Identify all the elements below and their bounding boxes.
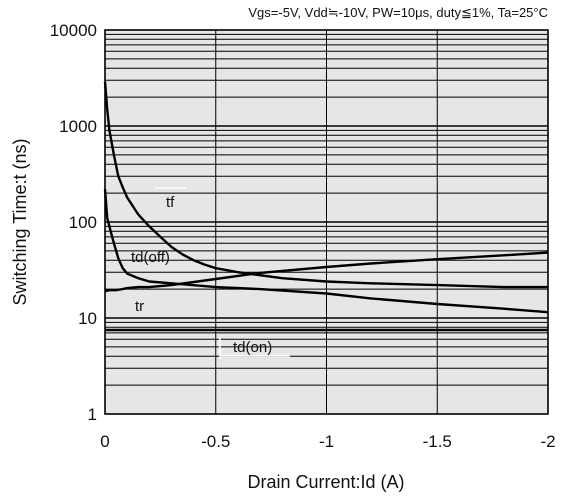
x-tick-label: -1 [319, 432, 334, 451]
plot-frame [104, 29, 549, 415]
tick-labels: 0 -0.5 -1 -1.5 -2 1 10 100 1000 10000 [50, 21, 556, 451]
series-label-tr: tr [135, 298, 144, 315]
series-label-td-off: td(off) [131, 249, 170, 266]
y-tick-label: 10000 [50, 21, 97, 40]
y-tick-label: 10 [78, 309, 97, 328]
y-tick-label: 100 [69, 213, 97, 232]
series-line-td-off [103, 189, 549, 314]
series-label-tf: tf [166, 194, 175, 211]
y-tick-label: 1 [88, 405, 97, 424]
series-line-tf [103, 81, 548, 289]
grid [105, 30, 548, 414]
conditions-text: Vgs=-5V, Vdd≒-10V, PW=10μs, duty≦1%, Ta=… [248, 5, 548, 20]
x-tick-label: 0 [100, 432, 109, 451]
x-axis-label: Drain Current:Id (A) [247, 472, 404, 492]
x-tick-label: -2 [540, 432, 555, 451]
x-tick-label: -1.5 [423, 432, 452, 451]
series-lines [103, 81, 549, 332]
series-line-tr [104, 251, 549, 293]
x-tick-label: -0.5 [201, 432, 230, 451]
y-tick-label: 1000 [59, 117, 97, 136]
y-axis-label: Switching Time:t (ns) [10, 138, 30, 305]
series-label-td-on: td(on) [233, 339, 272, 356]
